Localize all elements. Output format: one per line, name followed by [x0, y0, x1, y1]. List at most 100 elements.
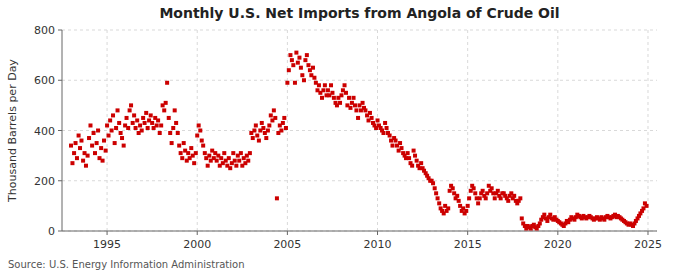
- point: [363, 108, 367, 112]
- point: [390, 144, 394, 148]
- x-tick-label: 2000: [183, 238, 211, 251]
- point: [275, 196, 279, 200]
- point: [182, 141, 186, 145]
- point: [473, 191, 477, 195]
- point: [282, 116, 286, 120]
- point: [156, 118, 160, 122]
- x-tick: [647, 231, 648, 235]
- point: [433, 186, 437, 190]
- y-tick: [58, 30, 62, 31]
- point: [117, 121, 121, 125]
- point: [264, 136, 268, 140]
- point: [354, 108, 358, 112]
- point: [116, 108, 120, 112]
- point: [165, 81, 169, 85]
- point: [376, 118, 380, 122]
- point: [338, 101, 342, 105]
- point: [343, 83, 347, 87]
- point: [481, 189, 485, 193]
- grid-line-x: [557, 30, 558, 231]
- point: [368, 111, 372, 115]
- point: [273, 116, 277, 120]
- point: [269, 113, 273, 117]
- y-tick: [58, 180, 62, 181]
- x-tick-label: 2005: [273, 238, 301, 251]
- point: [75, 156, 79, 160]
- point: [132, 113, 136, 117]
- point: [162, 108, 166, 112]
- point: [158, 131, 162, 135]
- point: [538, 221, 542, 225]
- grid-line-x: [467, 30, 468, 231]
- point: [164, 101, 168, 105]
- x-tick-label: 2025: [634, 238, 662, 251]
- x-tick: [197, 231, 198, 235]
- point: [246, 159, 250, 163]
- point: [231, 151, 235, 155]
- point: [143, 121, 147, 125]
- x-tick: [467, 231, 468, 235]
- point: [110, 129, 114, 133]
- x-tick: [377, 231, 378, 235]
- title: Monthly U.S. Net Imports from Angola of …: [159, 5, 559, 21]
- point: [400, 146, 404, 150]
- point: [69, 144, 73, 148]
- point: [356, 116, 360, 120]
- point: [93, 151, 97, 155]
- point: [407, 156, 411, 160]
- point: [410, 164, 414, 168]
- point: [267, 123, 271, 127]
- point: [320, 96, 324, 100]
- point: [281, 121, 285, 125]
- point: [332, 96, 336, 100]
- grid-line-y: [62, 180, 657, 181]
- point: [306, 63, 310, 67]
- point: [125, 116, 129, 120]
- point: [490, 186, 494, 190]
- y-tick-label: 0: [48, 225, 55, 238]
- point: [87, 136, 91, 140]
- point: [645, 204, 649, 208]
- point: [96, 129, 100, 133]
- x-tick: [557, 231, 558, 235]
- point: [101, 159, 105, 163]
- point: [299, 66, 303, 70]
- y-tick: [58, 130, 62, 131]
- point: [512, 194, 516, 198]
- point: [279, 129, 283, 133]
- point: [436, 196, 440, 200]
- point: [344, 91, 348, 95]
- x-tick-label: 2010: [364, 238, 392, 251]
- y-tick-label: 400: [34, 125, 55, 138]
- point: [288, 53, 292, 57]
- point: [305, 53, 309, 57]
- point: [111, 113, 115, 117]
- point: [252, 129, 256, 133]
- point: [203, 151, 207, 155]
- point: [548, 213, 552, 217]
- grid: [62, 30, 657, 231]
- point: [227, 156, 231, 160]
- point: [457, 199, 461, 203]
- point: [134, 126, 138, 130]
- point: [476, 201, 480, 205]
- x-tick-label: 1995: [93, 238, 121, 251]
- point: [248, 151, 252, 155]
- point: [312, 76, 316, 80]
- point: [385, 126, 389, 130]
- grid-line-x: [287, 30, 288, 231]
- point: [446, 206, 450, 210]
- point: [542, 213, 546, 217]
- point: [126, 126, 130, 130]
- grid-line-y: [62, 30, 657, 31]
- point: [323, 83, 327, 87]
- point: [92, 131, 96, 135]
- point: [339, 93, 343, 97]
- point: [415, 159, 419, 163]
- point: [284, 126, 288, 130]
- point: [478, 196, 482, 200]
- point: [155, 123, 159, 127]
- point: [545, 219, 549, 223]
- point: [88, 123, 92, 127]
- point: [174, 121, 178, 125]
